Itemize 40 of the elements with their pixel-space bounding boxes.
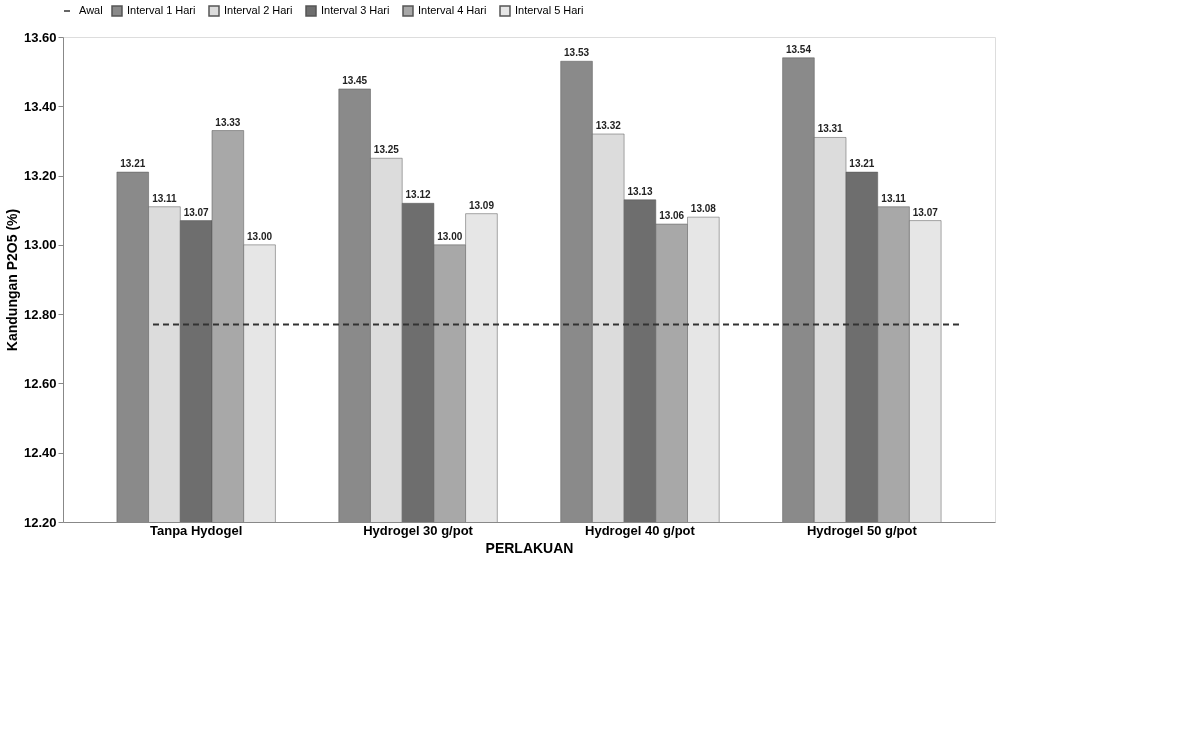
y-tick-label: 13.40 — [23, 98, 57, 114]
data-label: 13.32 — [595, 120, 622, 131]
legend-label: Interval 3 Hari — [321, 4, 390, 16]
x-tick-label: Hydrogel 50 g/pot — [806, 522, 918, 538]
legend-label: Awal — [79, 4, 103, 16]
data-label: 13.07 — [912, 206, 939, 218]
y-tick-label: 12.40 — [23, 445, 57, 461]
y-tick-label: 12.60 — [23, 375, 57, 391]
data-label: 13.25 — [373, 144, 400, 156]
data-label: 13.06 — [659, 210, 685, 222]
data-label: 13.07 — [183, 206, 210, 218]
x-tick-label: Hydrogel 40 g/pot — [585, 522, 696, 538]
data-label: 13.00 — [247, 230, 273, 242]
data-label: 13.09 — [468, 199, 495, 211]
y-tick-label: 13.00 — [23, 237, 57, 253]
y-tick-label: 12.20 — [23, 514, 57, 530]
y-tick-label: 13.20 — [23, 168, 57, 184]
y-axis-title: Kandungan P2O5 (%) — [3, 208, 20, 352]
data-label: 13.00 — [437, 230, 463, 242]
legend-label: Interval 2 Hari — [224, 4, 293, 16]
y-tick-label: 12.80 — [23, 306, 57, 322]
data-label: 13.33 — [215, 116, 241, 128]
data-label: 13.31 — [817, 123, 844, 135]
data-label: 13.13 — [627, 185, 653, 197]
data-label: 13.08 — [690, 203, 717, 215]
data-label: 13.54 — [785, 43, 812, 55]
x-axis-title: PERLAKUAN — [485, 539, 574, 556]
x-tick-label: Hydrogel 30 g/pot — [363, 522, 474, 538]
data-label: 13.45 — [342, 74, 368, 86]
data-label: 13.11 — [881, 192, 907, 204]
data-label: 13.11 — [152, 192, 178, 204]
data-label: 13.53 — [564, 47, 590, 59]
y-tick-label: 13.60 — [23, 29, 57, 45]
legend-label: Interval 1 Hari — [127, 4, 196, 16]
x-tick-label: Tanpa Hydogel — [150, 522, 243, 538]
legend-label: Interval 5 Hari — [515, 4, 584, 16]
data-label: 13.21 — [849, 158, 875, 170]
legend-label: Interval 4 Hari — [418, 4, 487, 16]
data-label: 13.12 — [405, 189, 431, 201]
data-label: 13.21 — [120, 158, 146, 170]
